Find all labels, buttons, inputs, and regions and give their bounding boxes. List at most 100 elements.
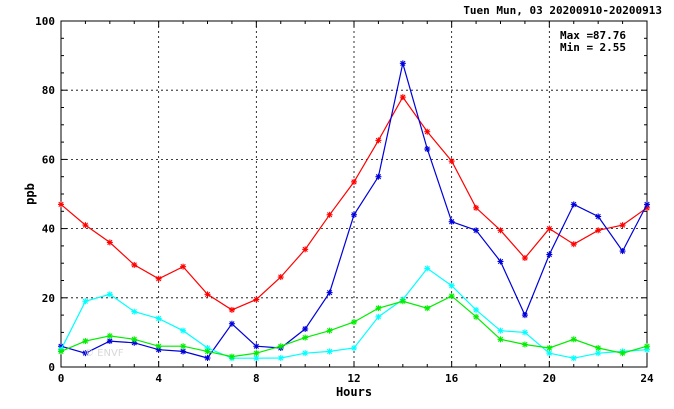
data-point: [497, 336, 504, 343]
data-point: [375, 313, 382, 320]
data-point: [131, 336, 138, 343]
data-point: [497, 258, 504, 265]
data-point: [473, 306, 480, 313]
y-tick-label: 60: [42, 153, 55, 166]
data-point: [228, 306, 235, 313]
data-point: [351, 344, 357, 351]
data-point: [155, 275, 162, 282]
data-point: [546, 350, 553, 357]
data-point: [570, 241, 577, 248]
data-point: [521, 312, 528, 319]
data-point: [351, 178, 357, 185]
watermark-text: © ENVF: [84, 348, 124, 359]
data-point: [58, 201, 64, 208]
data-point: [155, 315, 162, 322]
max-label: Max =: [560, 29, 593, 42]
x-tick-label: 20: [543, 372, 556, 385]
y-tick-label: 100: [35, 15, 55, 28]
data-point: [106, 239, 113, 246]
data-point: [375, 305, 382, 312]
x-axis-title: Hours: [336, 385, 372, 399]
data-point: [424, 146, 431, 153]
data-point: [619, 248, 626, 255]
y-tick-label: 0: [48, 361, 55, 374]
data-point: [180, 263, 187, 270]
data-point: [253, 343, 260, 350]
data-point: [82, 298, 89, 305]
data-point: [277, 274, 284, 281]
data-point: [155, 343, 162, 350]
data-point: [204, 291, 211, 298]
data-point: [448, 293, 455, 300]
chart-title: Tuen Mun, 03 20200910-20200913: [463, 4, 662, 17]
data-point: [277, 343, 284, 350]
data-point: [424, 128, 431, 135]
y-tick-label: 20: [42, 292, 55, 305]
min-label: Min =: [560, 41, 593, 54]
data-point: [448, 282, 455, 289]
data-point: [570, 201, 577, 208]
data-point: [82, 222, 89, 229]
data-point: [473, 227, 480, 234]
data-point: [253, 355, 260, 362]
x-tick-label: 8: [253, 372, 260, 385]
y-tick-label: 80: [42, 84, 55, 97]
data-point: [204, 348, 211, 355]
data-point: [253, 350, 260, 357]
data-point: [448, 218, 455, 225]
series-4: [58, 293, 650, 360]
min-value: 2.55: [600, 41, 627, 54]
series-1: [58, 94, 650, 313]
data-point: [326, 211, 333, 218]
data-point: [570, 355, 577, 362]
data-point: [106, 291, 113, 298]
series-2: [58, 60, 650, 362]
data-point: [228, 353, 235, 360]
data-point: [424, 305, 431, 312]
data-point: [521, 329, 528, 336]
series-group: [58, 60, 650, 362]
data-point: [399, 94, 406, 101]
data-point: [82, 350, 89, 357]
data-point: [399, 60, 406, 67]
data-point: [497, 227, 504, 234]
data-point: [326, 327, 333, 334]
data-point: [473, 204, 480, 211]
data-point: [497, 327, 504, 334]
data-point: [619, 222, 626, 229]
data-point: [644, 201, 650, 208]
y-tick-label: 40: [42, 223, 55, 236]
data-point: [326, 289, 333, 296]
data-point: [228, 320, 235, 327]
data-point: [106, 332, 113, 339]
data-point: [375, 137, 382, 144]
data-point: [595, 227, 602, 234]
data-point: [180, 343, 187, 350]
x-tick-label: 0: [58, 372, 65, 385]
data-point: [351, 319, 357, 326]
data-point: [180, 348, 187, 355]
data-point: [546, 344, 553, 351]
data-point: [204, 355, 211, 362]
grid: [61, 21, 647, 367]
data-point: [302, 350, 309, 357]
data-point: [424, 265, 431, 272]
data-point: [131, 261, 138, 268]
data-point: [82, 338, 89, 345]
data-point: [302, 246, 309, 253]
x-tick-label: 12: [347, 372, 360, 385]
data-point: [448, 158, 455, 165]
data-point: [595, 344, 602, 351]
data-point: [644, 343, 650, 350]
x-tick-label: 16: [445, 372, 459, 385]
data-point: [619, 350, 626, 357]
data-point: [521, 341, 528, 348]
data-point: [473, 313, 480, 320]
max-value: 87.76: [593, 29, 626, 42]
data-point: [302, 325, 309, 332]
data-point: [326, 348, 333, 355]
x-tick-label: 4: [155, 372, 162, 385]
data-point: [546, 225, 553, 232]
